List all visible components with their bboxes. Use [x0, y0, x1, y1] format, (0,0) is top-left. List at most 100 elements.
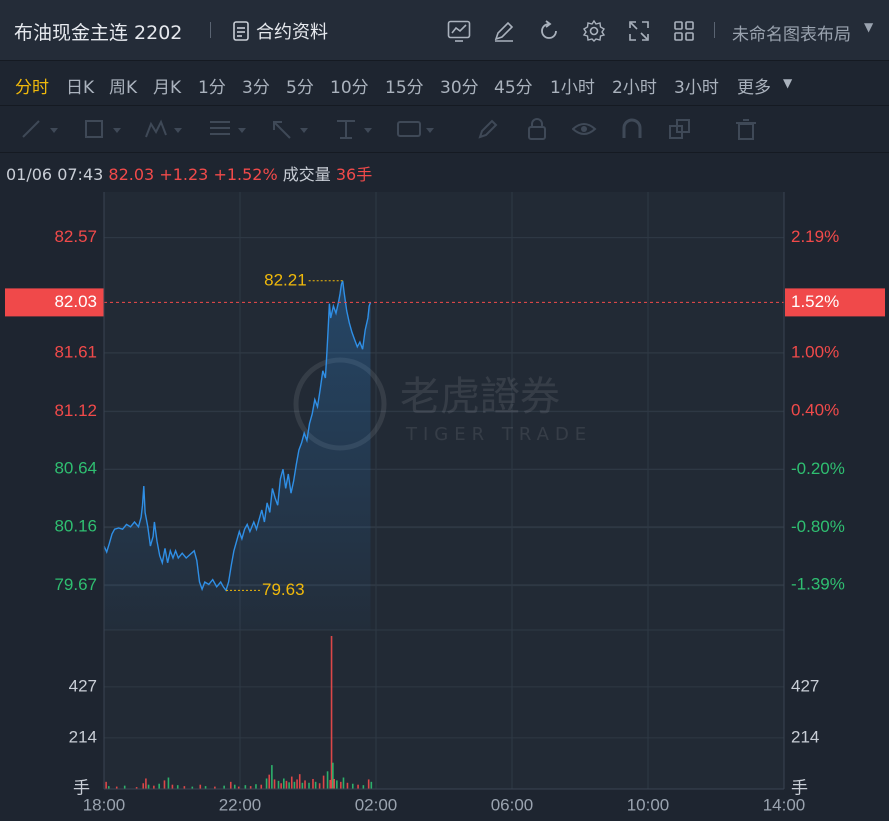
period-tab-2h[interactable]: 2小时	[612, 78, 657, 98]
volume-bar	[176, 785, 179, 789]
fib-tool-icon[interactable]	[208, 118, 248, 140]
volume-bar	[147, 784, 150, 789]
x-tick-label: 02:00	[355, 795, 398, 814]
chevron-down-icon[interactable]: ▼	[783, 76, 793, 90]
text-tool-icon[interactable]	[396, 118, 436, 140]
line-tool-icon[interactable]	[20, 118, 60, 140]
volume-bar	[237, 786, 240, 789]
volume-unit-left: 手	[73, 778, 90, 797]
eye-icon[interactable]	[572, 118, 612, 140]
contract-info-label: 合约资料	[256, 22, 328, 43]
current-pct-label: 1.52%	[791, 292, 839, 311]
pencil-icon[interactable]	[476, 118, 516, 140]
volume-bar	[135, 787, 138, 789]
arrow-tool-icon[interactable]	[270, 118, 310, 140]
volume-bar	[223, 785, 225, 789]
period-tab-30m[interactable]: 30分	[440, 78, 479, 98]
volume-bar	[265, 778, 268, 789]
quote-info-line: 01/06 07:43 82.03 +1.23 +1.52% 成交量 36手	[6, 161, 372, 185]
layers-icon[interactable]	[668, 118, 708, 140]
volume-bar	[260, 784, 263, 789]
price-area-fill	[104, 280, 371, 630]
layout-selector[interactable]: 未命名图表布局	[732, 25, 851, 45]
settings-icon[interactable]	[579, 16, 609, 46]
volume-bar	[204, 786, 207, 789]
drawing-toolbar	[0, 106, 889, 153]
quote-datetime: 01/06 07:43	[6, 165, 104, 184]
fullscreen-icon[interactable]	[624, 16, 654, 46]
volume-label: 成交量	[282, 165, 331, 184]
low-price-label: 79.63	[262, 580, 305, 599]
divider	[210, 22, 211, 38]
volume-bar	[326, 771, 329, 789]
period-tab-day[interactable]: 日K	[66, 78, 95, 98]
chevron-down-icon[interactable]: ▼	[864, 20, 874, 34]
volume-bar	[296, 779, 298, 789]
instrument-title: 布油现金主连 2202	[14, 22, 183, 44]
volume-bar	[304, 780, 306, 789]
volume-bar	[107, 786, 110, 789]
refresh-icon[interactable]	[534, 16, 564, 46]
volume-bar	[277, 780, 280, 789]
period-tab-1h[interactable]: 1小时	[550, 78, 595, 98]
period-tab-5m[interactable]: 5分	[286, 78, 314, 98]
y-tick-label-right: -0.80%	[791, 517, 845, 536]
lock-icon[interactable]	[526, 118, 566, 140]
period-tab-3h[interactable]: 3小时	[674, 78, 719, 98]
period-tab-1m[interactable]: 1分	[198, 78, 226, 98]
volume-bar	[123, 785, 126, 789]
volume-bar	[255, 784, 257, 789]
price-line	[103, 280, 372, 592]
volume-bar	[142, 783, 145, 789]
y-tick-label-left: 79.67	[54, 575, 97, 594]
volume-bar	[271, 765, 273, 789]
volume-bar	[308, 782, 310, 789]
period-tab-month[interactable]: 月K	[153, 78, 182, 98]
divider	[714, 22, 715, 38]
volume-bar	[191, 786, 194, 789]
contract-info-button[interactable]: 合约资料	[232, 18, 328, 44]
y-tick-label-left: 82.57	[54, 227, 97, 246]
period-bar: 分时 日K 周K 月K 1分 3分 5分 10分 15分 30分 45分 1小时…	[0, 61, 889, 106]
volume-value: 36手	[335, 165, 373, 184]
price-chart[interactable]: 18:00 22:00 02:00 06:00 10:00 14:00 82.57 81.61…	[0, 184, 889, 821]
volume-bar	[153, 785, 155, 789]
y-tick-label-left: 81.61	[54, 342, 97, 361]
chart-icon[interactable]	[444, 16, 474, 46]
magnet-icon[interactable]	[620, 118, 660, 140]
volume-bar	[214, 786, 216, 789]
period-tab-10m[interactable]: 10分	[330, 78, 369, 98]
period-tab-more[interactable]: 更多	[737, 78, 771, 98]
period-tab-timeshare[interactable]: 分时	[15, 78, 49, 98]
measure-tool-icon[interactable]	[334, 118, 374, 140]
volume-bar	[183, 786, 186, 789]
volume-bar	[171, 784, 174, 789]
volume-bar	[229, 781, 232, 789]
grid-layout-icon[interactable]	[669, 16, 699, 46]
period-tab-week[interactable]: 周K	[109, 78, 138, 98]
document-icon	[233, 21, 249, 41]
volume-tick-label-left: 214	[69, 727, 97, 746]
volume-bar	[273, 779, 276, 789]
quote-change-pct: +1.52%	[213, 165, 278, 184]
watermark-logo: 老虎證券 TIGER TRADE	[293, 357, 592, 451]
period-tab-45m[interactable]: 45分	[494, 78, 533, 98]
volume-bar	[167, 777, 170, 789]
volume-tick-label-left: 427	[69, 676, 97, 695]
x-tick-label: 10:00	[627, 795, 670, 814]
volume-bar	[283, 778, 285, 789]
volume-bar	[249, 786, 252, 789]
period-tab-15m[interactable]: 15分	[385, 78, 424, 98]
volume-tick-label-right: 214	[791, 727, 819, 746]
edit-icon[interactable]	[489, 16, 519, 46]
pattern-tool-icon[interactable]	[144, 118, 184, 140]
rect-tool-icon[interactable]	[83, 118, 123, 140]
volume-bar	[370, 781, 373, 789]
volume-bar	[342, 777, 345, 789]
trash-icon[interactable]	[734, 118, 774, 140]
volume-bar	[318, 783, 321, 789]
svg-text:TIGER TRADE: TIGER TRADE	[405, 424, 592, 445]
volume-bar	[233, 784, 236, 789]
period-tab-3m[interactable]: 3分	[242, 78, 270, 98]
y-tick-label-right: 0.40%	[791, 401, 839, 420]
